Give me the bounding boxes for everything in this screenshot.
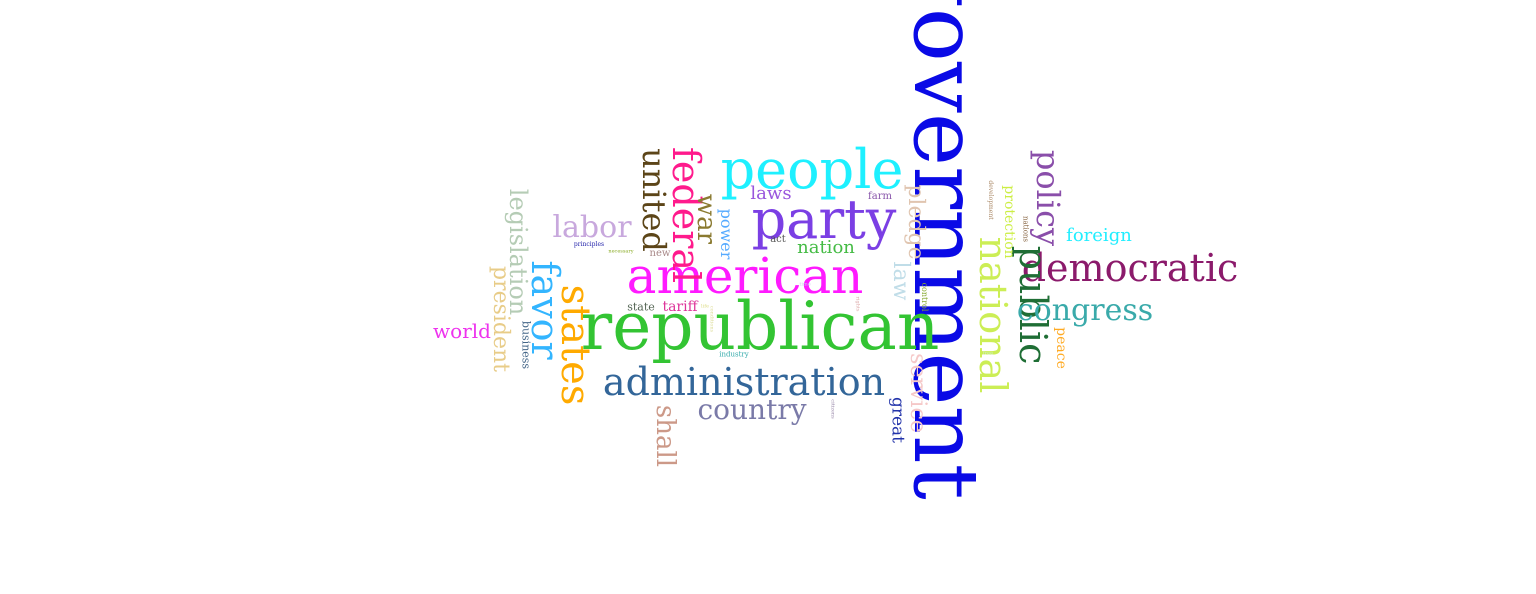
word-party: party [751,188,897,251]
word-world: world [433,319,491,343]
word-business: business [519,320,533,370]
word-administration: administration [602,360,886,404]
word-citizens: citizens [829,399,836,419]
word-tariff: tariff [662,299,698,315]
word-great: great [887,396,908,444]
word-people: people [720,138,904,201]
word-industry: industry [719,350,749,359]
word-foreign: foreign [1066,225,1132,246]
word-united: united [635,148,673,252]
word-president: president [488,265,513,373]
word-conditions: conditions [708,305,715,333]
word-policy: policy [1029,149,1067,247]
word-act: act [770,234,786,245]
word-power: power [717,208,736,260]
word-control: control [920,282,929,312]
word-new: new [649,248,671,259]
word-pledge: pledge [903,184,928,260]
word-time: time [799,281,811,288]
word-farm: farm [868,191,892,202]
word-protection: protection [1001,185,1017,259]
word-development: development [987,180,994,220]
word-state: state [627,300,655,314]
word-principles: principles [573,241,605,248]
word-service: service [905,353,930,433]
word-war: war [691,193,721,245]
word-country: country [697,393,807,426]
word-congress: congress [1016,293,1154,328]
word-free: free [982,350,994,357]
word-nations: nations [1021,215,1030,243]
word-national: national [971,236,1015,394]
word-republican: republican [580,288,940,365]
word-shall: shall [650,404,680,468]
word-rights: rights [854,296,861,312]
word-nation: nation [797,237,855,258]
word-american: american [626,247,864,305]
word-democratic: democratic [1021,246,1239,290]
word-necessary: necessary [608,248,634,255]
word-laws: laws [750,183,792,204]
word-life: life [700,303,710,310]
word-labor: labor [552,210,632,245]
word-law: law [888,261,913,301]
word-peace: peace [1053,327,1069,369]
